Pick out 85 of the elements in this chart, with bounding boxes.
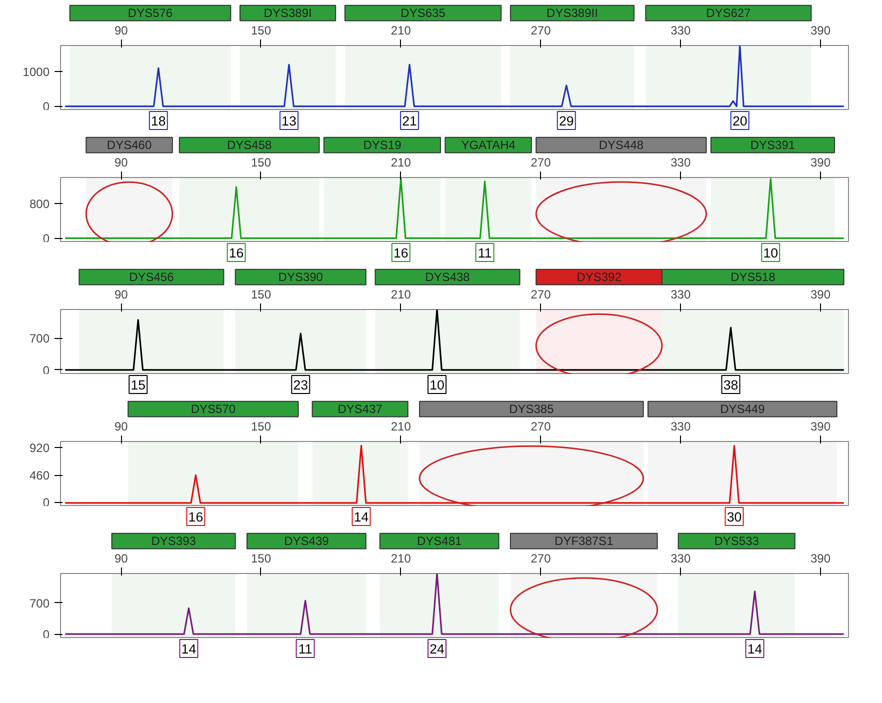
y-tick-label: 460: [29, 468, 50, 483]
x-tick-label: 330: [670, 24, 691, 38]
band-label: YGATAH4: [461, 138, 516, 152]
x-tick-label: 330: [670, 288, 691, 302]
annotation: 16: [228, 246, 244, 260]
y-tick-label: 800: [29, 197, 50, 211]
annotation: 11: [478, 246, 492, 260]
x-tick-label: 390: [810, 24, 831, 38]
annotation: 38: [723, 378, 738, 392]
annotation: 14: [747, 642, 763, 656]
y-tick-label: 1000: [22, 65, 50, 80]
band-label: DYS389I: [264, 6, 312, 20]
x-tick-label: 210: [390, 24, 412, 38]
line-series: [64, 46, 845, 108]
annotation: 10: [430, 378, 444, 392]
line-series: [64, 310, 845, 371]
band-label: DYS437: [338, 402, 383, 416]
annotation: 13: [282, 114, 296, 128]
annotation: 14: [354, 510, 370, 524]
band-label: DYS570: [190, 402, 236, 416]
annotation: 16: [393, 246, 408, 260]
band-label: DYF387S1: [554, 534, 614, 548]
band-label: DYS456: [129, 270, 174, 284]
x-tick-label: 150: [250, 420, 272, 434]
y-tick-label: 700: [29, 596, 50, 610]
x-tick-label: 90: [114, 24, 128, 38]
band-label: DYS438: [425, 270, 470, 284]
x-tick-label: 90: [114, 420, 128, 434]
x-tick-label: 150: [250, 288, 272, 302]
x-tick-label: 150: [250, 156, 272, 170]
y-tick-label: 920: [29, 441, 50, 456]
annotation: 15: [130, 378, 146, 392]
x-tick-label: 90: [114, 288, 128, 302]
x-tick-label: 330: [670, 420, 691, 434]
band-label: DYS458: [226, 138, 272, 152]
band-label: DYS481: [417, 534, 462, 548]
band-label: DYS392: [576, 270, 622, 284]
x-tick-label: 390: [810, 156, 831, 170]
annotation: 18: [151, 114, 166, 128]
x-tick-label: 330: [670, 552, 691, 566]
x-tick-label: 390: [810, 420, 831, 434]
x-tick-label: 150: [250, 552, 272, 566]
band-label: DYS448: [598, 138, 644, 152]
line-series: [64, 178, 845, 239]
band-label: DYS393: [151, 534, 196, 548]
x-tick-label: 270: [530, 24, 552, 38]
band-label: DYS449: [720, 402, 766, 416]
band-label: DYS518: [730, 270, 776, 284]
band-label: DYS533: [714, 534, 760, 548]
x-tick-label: 210: [390, 288, 412, 302]
band-label: DYS391: [750, 138, 796, 152]
band-label: DYS385: [509, 402, 554, 416]
x-tick-label: 270: [530, 420, 552, 434]
x-tick-label: 270: [530, 288, 552, 302]
band-label: DYS460: [106, 138, 152, 152]
band-label: DYS635: [400, 6, 446, 20]
band-label: DYS390: [278, 270, 324, 284]
annotation: 10: [763, 246, 778, 260]
annotation: 21: [402, 114, 417, 128]
annotation: 29: [558, 114, 574, 128]
x-tick-label: 210: [390, 552, 412, 566]
annotation: 20: [732, 114, 748, 128]
band-label: DYS576: [128, 6, 173, 20]
x-tick-label: 270: [530, 552, 552, 566]
annotation: 24: [430, 642, 446, 656]
annotation: 23: [293, 378, 308, 392]
line-series: [64, 574, 845, 635]
x-tick-label: 390: [810, 288, 831, 302]
x-tick-label: 390: [810, 552, 831, 566]
x-tick-label: 150: [250, 24, 272, 38]
x-tick-label: 210: [390, 420, 412, 434]
annotation: 16: [188, 510, 204, 524]
x-tick-label: 270: [530, 156, 552, 170]
annotation: 14: [181, 642, 197, 656]
band-label: DYS19: [363, 138, 402, 152]
x-tick-label: 90: [114, 552, 128, 566]
band-label: DYS439: [284, 534, 330, 548]
band-label: DYS389II: [546, 6, 598, 20]
x-tick-label: 90: [114, 156, 128, 170]
y-tick-label: 700: [29, 332, 50, 346]
x-tick-label: 330: [670, 156, 691, 170]
annotation: 30: [726, 510, 742, 524]
band-label: DYS627: [706, 6, 752, 20]
annotation: 11: [298, 642, 312, 656]
x-tick-label: 210: [390, 156, 412, 170]
